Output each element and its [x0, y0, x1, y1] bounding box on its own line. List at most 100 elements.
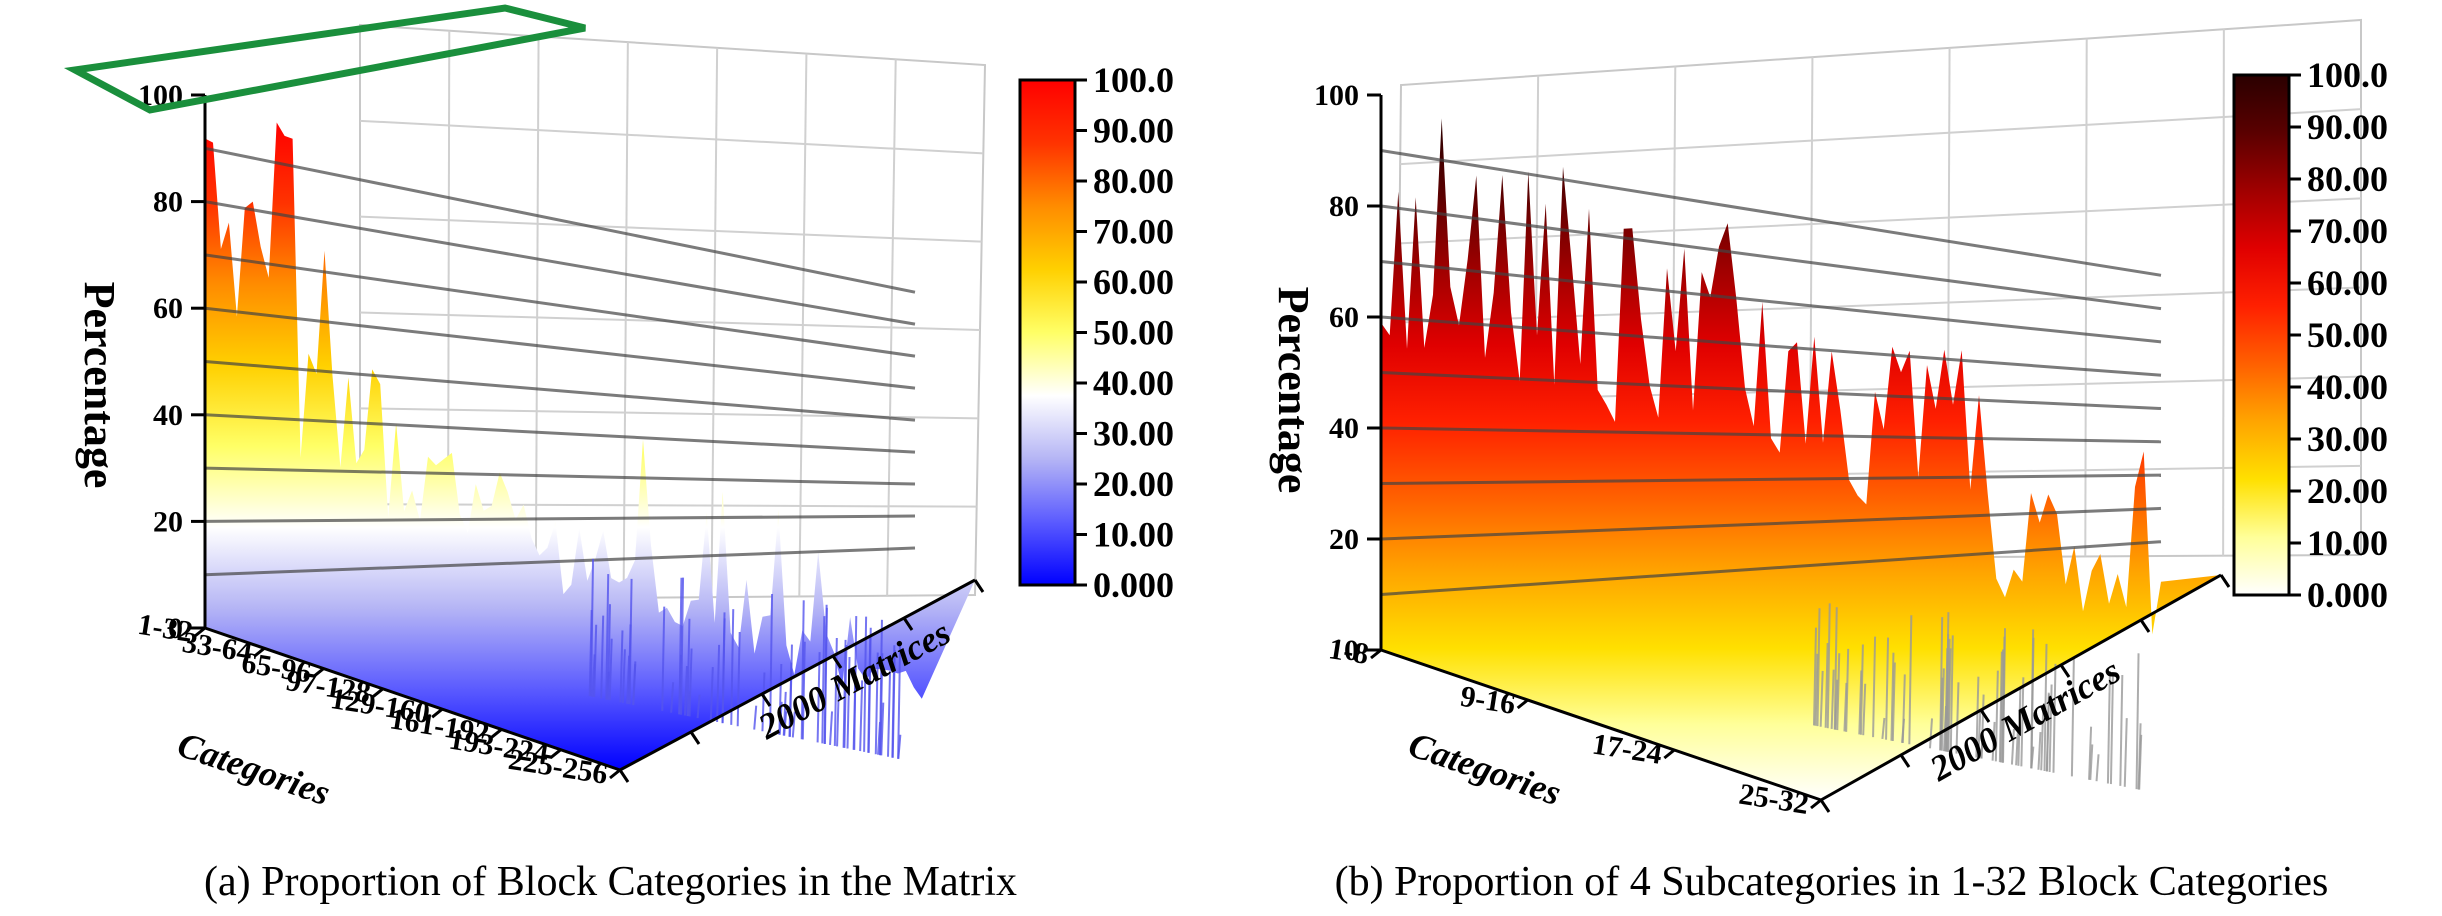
surface-spike [1977, 711, 1982, 758]
back-grid-h [359, 215, 982, 243]
back-grid-h [1400, 108, 2362, 166]
colorbar-tick-label: 100.0 [1093, 60, 1174, 100]
contour-line [204, 466, 916, 486]
category-axis-title: Categories [1404, 724, 1566, 813]
surface-spike [621, 649, 626, 703]
surface-spike [1991, 721, 1996, 761]
surface-spike [2137, 723, 2142, 790]
surface-area [1381, 118, 2221, 800]
colorbar-tick-label: 10.00 [2307, 523, 2388, 563]
surface-spike [2095, 754, 2100, 782]
surface-spike [2017, 688, 2022, 766]
matrix-tick-mark [2219, 574, 2231, 588]
surface-spike [1939, 617, 1944, 751]
surface-spike [1885, 637, 1890, 740]
surface-spike [791, 711, 796, 738]
highlight-box [63, 4, 586, 114]
surface-spike [816, 652, 821, 743]
surface-spike [2037, 732, 2042, 770]
surface-spike [1975, 676, 1980, 758]
category-tick-mark [549, 748, 562, 759]
surface-spike [801, 641, 806, 740]
surface-spike [2135, 653, 2140, 790]
matrix-tick-mark [831, 655, 843, 669]
matrix-tick-mark [902, 617, 914, 631]
category-tick-mark [371, 687, 384, 699]
y-axis-title: Percentage [1269, 287, 1318, 494]
surface-spike [823, 604, 828, 744]
y-tick-label: 80 [1329, 190, 1359, 223]
surface-spike [2088, 726, 2093, 780]
colorbar-tick-label: 40.00 [1093, 363, 1174, 403]
surface-spike [1834, 679, 1839, 730]
surface-spike [2040, 709, 2045, 771]
surface-spike [874, 652, 879, 755]
category-axis-line [1380, 648, 1822, 802]
category-axis: 1-3233-6465-9697-128129-160161-192193-22… [136, 608, 621, 813]
surface-spike [709, 666, 714, 721]
surface-spike [788, 644, 793, 737]
surface-spike [859, 680, 864, 752]
back-grid-v [534, 36, 540, 599]
category-tick-mark [194, 626, 206, 638]
surface-spike [877, 722, 882, 755]
colorbar-tick-label: 20.00 [1093, 464, 1174, 504]
surface-spike [1955, 682, 1960, 754]
colorbar: 100.0 90.00 80.00 70.00 60.00 50.00 40.00 30.00… [2232, 55, 2388, 615]
surface-spike [867, 627, 872, 753]
surface-spike [626, 655, 631, 704]
surface-spike [880, 702, 885, 756]
surface-spike [2109, 674, 2114, 785]
surface-spike [1929, 718, 1934, 749]
surface-spike [1946, 638, 1951, 752]
surface-spike [688, 648, 693, 717]
y-tick-label: 100 [1314, 79, 1359, 112]
surface-spike [716, 644, 721, 723]
colorbar-tick-label: 0.000 [2307, 575, 2388, 615]
surface-spike [1949, 635, 1954, 753]
surface-spike [736, 631, 741, 727]
colorbar-tick-label: 10.00 [1093, 515, 1174, 555]
surface-spike [730, 609, 735, 725]
back-grid-v [886, 59, 897, 596]
chart-panel-b: 0 20 40 60 80 100 Percentage 1-8 9-16 17-24 25-32 C… [1221, 0, 2442, 916]
contour-line [1380, 260, 2162, 344]
chart-panel-a: 0 20 40 60 80 100 Percentage 1-32 33-64 65-96 97-1… [63, 4, 1174, 905]
colorbar-bar [1018, 78, 1077, 587]
surface-spike [1998, 651, 2003, 763]
colorbar-tick-label: 90.00 [2307, 107, 2388, 147]
surface-spike [1980, 735, 1985, 759]
surface-spike [1819, 670, 1824, 727]
surface-spike [680, 577, 685, 715]
surface-spike [1814, 653, 1819, 726]
y-tick-label: 0 [1344, 634, 1359, 667]
surface-spike [1994, 670, 1999, 762]
back-grid-v [2222, 29, 2225, 556]
matrix-tick-mark [1899, 754, 1911, 768]
surface-spike [1872, 636, 1877, 738]
matrix-tick-mark [689, 731, 701, 745]
back-grid-h [1399, 197, 2362, 245]
category-axis-line [204, 626, 621, 772]
surface-spike [853, 616, 858, 750]
surface-spike [2045, 692, 2050, 772]
surface-spike [2048, 684, 2053, 772]
contour-line [1380, 149, 2162, 277]
matrix-axis-line [1820, 573, 2222, 802]
category-tick-mark [431, 707, 444, 719]
matrix-tick-mark [2059, 664, 2071, 678]
surface-spike [2052, 663, 2057, 773]
colorbar-tick-label: 70.00 [1093, 212, 1174, 252]
contour-line [204, 514, 916, 523]
y-tick-label: 20 [1329, 523, 1359, 556]
surface-spike [608, 638, 613, 701]
contour-line [1380, 426, 2162, 444]
surface-spike [1901, 674, 1906, 744]
contour-line [1380, 506, 2162, 541]
category-tick-mark [1516, 698, 1529, 710]
back-grid-v [622, 42, 629, 598]
category-tick-mark [253, 647, 266, 658]
surface-spike [1824, 642, 1829, 728]
surface-spike [897, 734, 902, 759]
surface-spike [1862, 683, 1867, 736]
